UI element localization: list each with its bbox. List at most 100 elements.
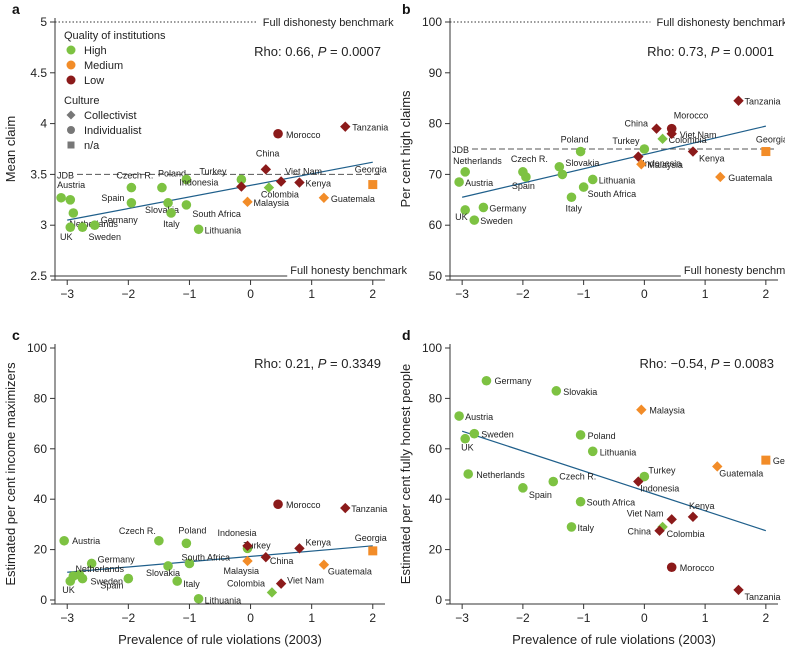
point-label: Guatemala xyxy=(728,173,772,183)
point-label: Malaysia xyxy=(224,566,260,576)
point-label: UK xyxy=(461,443,474,453)
legend-label-medium: Medium xyxy=(84,60,123,72)
point-germany xyxy=(481,375,492,386)
point-label: Slovakia xyxy=(146,568,180,578)
point-label: UK xyxy=(62,585,75,595)
point-label: China xyxy=(628,527,652,537)
point-czech-r- xyxy=(154,535,164,546)
p-symbol: P xyxy=(318,44,327,59)
trend-line xyxy=(67,161,373,221)
point-poland xyxy=(181,538,192,549)
point-label: Tanzania xyxy=(352,123,388,133)
y-tick-label: 90 xyxy=(429,66,443,80)
point-malaysia xyxy=(636,159,647,170)
point-label: Viet Nam xyxy=(627,508,664,518)
point-czech-r- xyxy=(126,182,137,193)
y-tick-label: 100 xyxy=(422,341,442,355)
point-germany xyxy=(478,202,489,213)
point-label: UK xyxy=(455,212,468,222)
point-tanzania xyxy=(733,584,744,596)
legend: Quality of institutions High Medium Low Cult… xyxy=(64,30,166,152)
point-label: Spain xyxy=(100,581,123,591)
point-sweden xyxy=(469,215,480,225)
legend-swatch-individualist xyxy=(67,126,75,134)
point-label: Indonesia xyxy=(640,484,679,494)
point-label: Lithuania xyxy=(205,225,242,235)
point-guatemala xyxy=(318,192,330,203)
point-colombia xyxy=(657,133,668,145)
legend-swatch-medium xyxy=(66,60,76,70)
point-china xyxy=(651,123,662,134)
x-tick-label: 2 xyxy=(763,611,770,625)
x-tick-label: −3 xyxy=(60,611,74,625)
legend-culture-title: Culture xyxy=(64,95,99,107)
point-label: Morocco xyxy=(286,500,321,510)
point-poland xyxy=(575,146,586,157)
point-spain xyxy=(521,172,531,182)
point-label: Tanzania xyxy=(745,97,781,107)
point-label: Viet Nam xyxy=(285,167,322,177)
point-czech-r- xyxy=(548,476,559,487)
point-label: Czech R. xyxy=(559,472,596,482)
rho-stat: Rho: 0.21, P = 0.3349 xyxy=(254,356,381,371)
jdb-label: JDB xyxy=(57,170,74,180)
point-label: Sweden xyxy=(91,577,124,587)
y-axis-label: Estimated per cent fully honest people xyxy=(398,364,413,584)
point-label: Guatemala xyxy=(719,468,763,478)
point-label: Malaysia xyxy=(647,160,683,170)
point-label: South Africa xyxy=(181,552,230,562)
point-label: Turkey xyxy=(244,540,272,550)
y-tick-label: 5 xyxy=(40,15,47,29)
point-label: Poland xyxy=(588,431,616,441)
panel-c: c 0 20 40 60 80 100 −3 −2 −1 0 1 2 Estimated per cent… xyxy=(3,327,387,647)
dishonesty-benchmark-label: Full dishonesty benchmark xyxy=(263,17,394,29)
point-label: Germany xyxy=(489,203,527,213)
point-georgia xyxy=(368,180,378,190)
point-label: Netherlands xyxy=(453,156,502,166)
point-lithuania xyxy=(587,446,598,457)
x-axis-label: Prevalence of rule violations (2003) xyxy=(118,632,322,647)
point-label: Kenya xyxy=(305,179,331,189)
x-axis-label: Prevalence of rule violations (2003) xyxy=(512,632,716,647)
panel-letter: d xyxy=(402,327,411,343)
point-label: Italy xyxy=(577,523,594,533)
honesty-benchmark-label: Full honesty benchmark xyxy=(290,265,407,277)
point-label: China xyxy=(625,119,649,129)
trend-line xyxy=(461,430,767,532)
point-china xyxy=(260,551,272,563)
legend-label-collectivist: Collectivist xyxy=(84,110,137,122)
point-colombia xyxy=(266,587,278,598)
point-label: China xyxy=(270,556,294,566)
point-guatemala xyxy=(715,171,726,183)
point-label: Kenya xyxy=(699,154,725,164)
point-indonesia xyxy=(633,151,644,162)
point-slovakia xyxy=(551,386,562,396)
point-label: Viet Nam xyxy=(680,130,717,140)
p-value: = 0.0007 xyxy=(326,44,381,59)
point-guatemala xyxy=(318,559,330,570)
point-label: Georgia xyxy=(355,533,387,543)
y-axis-label: Per cent high claims xyxy=(398,90,413,208)
point-viet-nam xyxy=(275,578,287,589)
point-germany xyxy=(89,220,100,230)
point-label: Turkey xyxy=(199,166,227,176)
point-lithuania xyxy=(587,174,598,185)
point-spain xyxy=(518,483,528,493)
p-value: = 0.0083 xyxy=(719,356,774,371)
point-label: Sweden xyxy=(481,430,514,440)
point-label: Morocco xyxy=(680,563,715,573)
point-turkey xyxy=(236,174,247,185)
point-label: Guatemala xyxy=(331,194,375,204)
point-morocco xyxy=(273,499,283,510)
point-sweden xyxy=(469,428,480,439)
p-symbol: P xyxy=(711,44,720,59)
point-netherlands xyxy=(68,208,79,218)
point-viet-nam xyxy=(666,514,677,525)
point-sweden xyxy=(77,222,88,233)
point-turkey xyxy=(639,144,650,154)
x-tick-label: 1 xyxy=(308,611,315,625)
legend-swatch-high xyxy=(66,45,76,55)
point-italy xyxy=(566,522,577,532)
point-slovakia xyxy=(554,161,565,172)
